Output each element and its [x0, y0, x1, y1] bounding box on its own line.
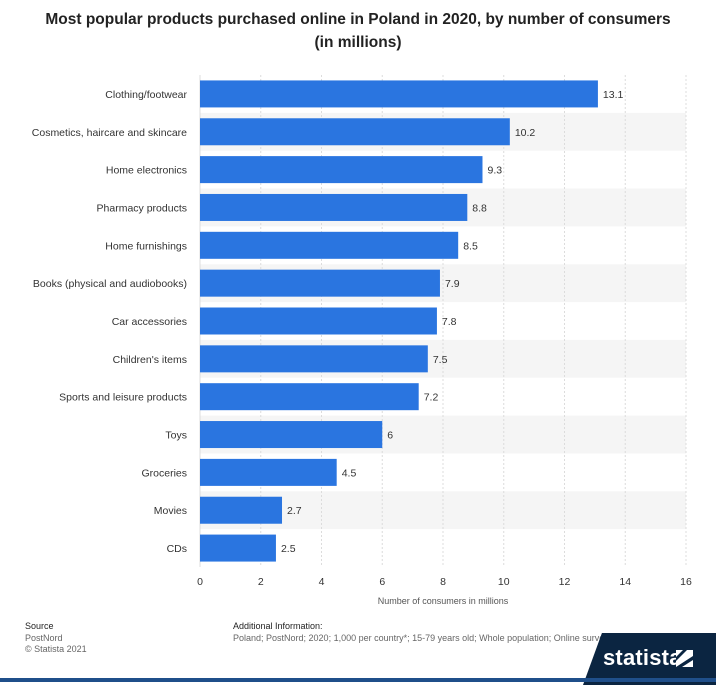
additional-info-text: Poland; PostNord; 2020; 1,000 per countr… [233, 632, 609, 643]
category-label: Home furnishings [105, 240, 187, 252]
category-label: Home electronics [106, 165, 187, 177]
source-heading: Source [25, 621, 54, 631]
x-tick-label: 4 [319, 576, 325, 588]
category-label: Children's items [113, 354, 187, 366]
category-label: Groceries [141, 467, 187, 479]
category-label: Books (physical and audiobooks) [33, 278, 187, 290]
category-label: Car accessories [112, 316, 187, 328]
value-label: 6 [387, 430, 393, 442]
value-label: 4.5 [342, 467, 357, 479]
bar[interactable] [200, 231, 459, 259]
category-label: Cosmetics, haircare and skincare [32, 127, 187, 139]
x-tick-label: 14 [619, 576, 631, 588]
category-label: Movies [154, 505, 187, 517]
copyright: © Statista 2021 [25, 644, 87, 654]
additional-info-block: Additional Information: Poland; PostNord… [233, 621, 613, 644]
bar-chart: Clothing/footwear 13.1 Cosmetics, haircare… [32, 75, 692, 606]
value-label: 7.5 [433, 354, 448, 366]
bottom-accent-line [0, 678, 716, 682]
bar[interactable] [200, 80, 598, 108]
bar[interactable] [200, 193, 468, 221]
value-label: 7.2 [424, 392, 439, 404]
value-label: 2.7 [287, 505, 302, 517]
category-label: Pharmacy products [97, 202, 187, 214]
bar[interactable] [200, 307, 437, 335]
x-axis-label: Number of consumers in millions [378, 596, 509, 606]
x-tick-label: 12 [559, 576, 571, 588]
category-label: Toys [165, 430, 187, 442]
x-tick-label: 8 [440, 576, 446, 588]
bar[interactable] [200, 269, 440, 297]
bar[interactable] [200, 534, 276, 562]
x-tick-label: 6 [379, 576, 385, 588]
value-label: 7.8 [442, 316, 457, 328]
value-label: 10.2 [515, 127, 536, 139]
category-label: Sports and leisure products [59, 392, 187, 404]
statista-logo-icon [676, 650, 693, 667]
bar[interactable] [200, 156, 483, 184]
value-label: 13.1 [603, 89, 624, 101]
value-label: 8.8 [472, 202, 487, 214]
bar[interactable] [200, 345, 428, 373]
x-tick-label: 10 [498, 576, 510, 588]
additional-info-heading: Additional Information: [233, 621, 323, 631]
bar[interactable] [200, 383, 419, 411]
bar[interactable] [200, 458, 337, 486]
category-label: Clothing/footwear [105, 89, 187, 101]
source-block: Source PostNord © Statista 2021 [25, 621, 87, 656]
value-label: 8.5 [463, 240, 478, 252]
value-label: 7.9 [445, 278, 460, 290]
bar[interactable] [200, 496, 283, 524]
bar[interactable] [200, 118, 510, 146]
category-label: CDs [167, 543, 187, 555]
chart-title-line-1: Most popular products purchased online i… [45, 11, 671, 28]
value-label: 9.3 [487, 165, 502, 177]
x-tick-label: 16 [680, 576, 692, 588]
x-tick-label: 0 [197, 576, 203, 588]
source-name[interactable]: PostNord [25, 632, 63, 643]
bar[interactable] [200, 421, 383, 449]
statista-logo[interactable]: statista [603, 645, 682, 670]
chart-title: Most popular products purchased online i… [20, 8, 696, 54]
x-tick-label: 2 [258, 576, 264, 588]
value-label: 2.5 [281, 543, 296, 555]
chart-title-line-2: (in millions) [314, 34, 402, 51]
